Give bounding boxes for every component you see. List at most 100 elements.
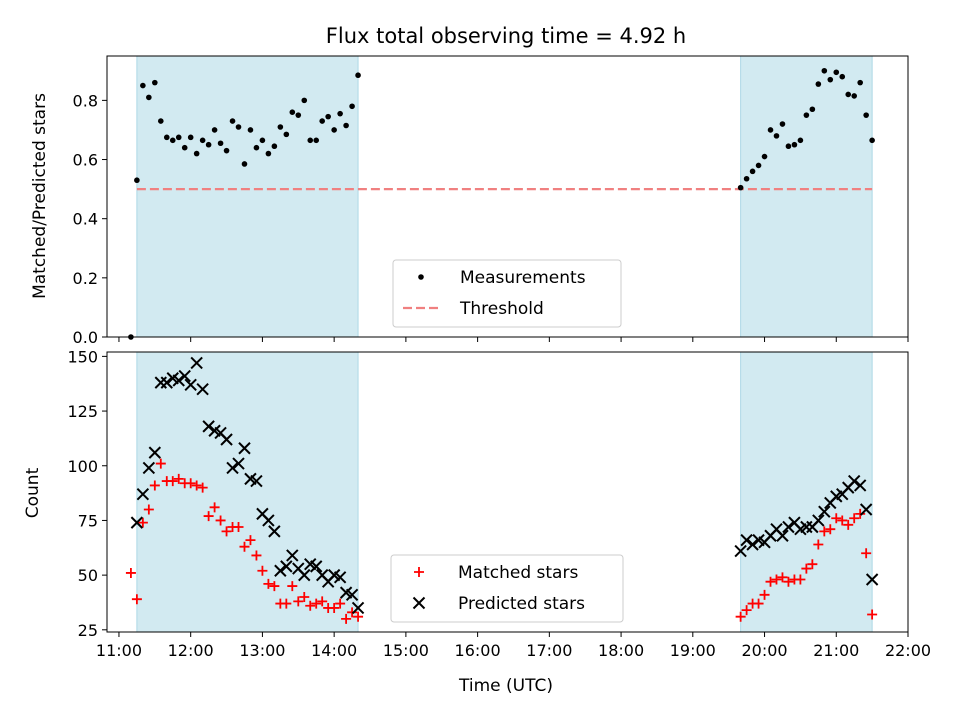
axes-frame [106, 351, 909, 633]
measurement-point [779, 121, 786, 127]
measurement-point [355, 72, 361, 79]
measurement-point [319, 118, 325, 124]
legend-marker-x [412, 596, 426, 610]
y-tick-label: 50 [78, 566, 98, 585]
measurement-point [205, 141, 212, 148]
matched-stars-point [753, 598, 764, 609]
measurement-point [791, 141, 798, 148]
matched-stars-point [173, 473, 184, 484]
predicted-stars-point [184, 378, 197, 392]
matched-stars-point [281, 598, 292, 609]
y-tick-label: 100 [67, 457, 98, 476]
observing-window-1 [740, 55, 873, 338]
measurement-point [821, 67, 828, 74]
matched-stars-point [197, 482, 208, 493]
measurement-point [343, 122, 349, 129]
predicted-stars-point [196, 382, 209, 396]
measurement-point [743, 175, 750, 182]
matched-stars-point [125, 567, 136, 578]
matched-stars-point [825, 524, 836, 535]
top-y-axis-label: Matched/Predicted stars [30, 93, 50, 299]
predicted-stars-point [274, 564, 287, 577]
measurement-point [163, 134, 170, 141]
measurement-point [869, 137, 875, 144]
matched-stars-point [221, 526, 232, 537]
matched-stars-point [777, 572, 788, 583]
predicted-stars-point [232, 457, 245, 470]
predicted-stars-point [250, 474, 263, 488]
measurement-point [839, 73, 846, 80]
predicted-stars-point [262, 514, 275, 527]
bottom-panel: 25 50 75 100 125 150 11:00 12:00 13:00 14:00 15:00… [67, 347, 931, 660]
matched-stars-point [341, 613, 352, 624]
legend: Measurements Threshold [392, 259, 622, 328]
matched-stars-point [765, 576, 776, 587]
measurement-point [337, 110, 343, 117]
measurement-point [863, 112, 869, 118]
predicted-stars-point [333, 571, 347, 584]
matched-stars-point [311, 598, 322, 609]
legend-marker-dot [418, 274, 424, 280]
y-tick-label: 75 [78, 511, 98, 530]
predicted-stars-point [818, 505, 831, 518]
matched-stars-point [215, 515, 226, 526]
measurement-point [295, 112, 302, 118]
matched-stars-point [131, 594, 142, 605]
measurement-point [217, 140, 224, 147]
measurement-point [301, 97, 308, 104]
measurement-point [773, 133, 780, 139]
measurement-point [313, 137, 320, 144]
series-matched-stars [125, 458, 878, 624]
predicted-stars-point [268, 525, 281, 538]
matched-stars-point [771, 574, 782, 585]
measurement-point [785, 143, 792, 150]
matched-stars-point [759, 589, 770, 600]
predicted-stars-point [160, 376, 173, 389]
matched-stars-point [233, 522, 244, 532]
y-tick-label: 125 [67, 402, 98, 421]
x-tick-label: 13:00 [239, 641, 285, 660]
predicted-stars-point [220, 433, 233, 446]
matched-stars-point [149, 480, 160, 491]
figure-title: Flux total observing time = 4.92 h [326, 24, 686, 48]
predicted-stars-point [776, 529, 789, 542]
measurement-point [815, 81, 822, 87]
y-tick-label: 0.2 [73, 269, 98, 288]
observing-window-0 [136, 55, 359, 338]
measurement-point [152, 79, 158, 86]
matched-stars-point [317, 596, 328, 607]
legend-label: Threshold [459, 299, 544, 319]
matched-stars-point [849, 513, 860, 524]
predicted-stars-point [345, 588, 359, 602]
measurement-point [277, 124, 284, 130]
measurement-point [223, 147, 230, 154]
measurement-point [857, 79, 863, 86]
measurement-point [325, 113, 331, 120]
matched-stars-point [137, 517, 148, 528]
y-tick-label: 150 [67, 347, 98, 366]
measurement-point [349, 103, 355, 110]
matched-stars-point [293, 596, 304, 607]
predicted-stars-point [202, 420, 215, 433]
predicted-stars-point [853, 479, 867, 492]
x-tick-label: 20:00 [741, 641, 787, 660]
predicted-stars-point [310, 560, 323, 573]
matched-stars-point [795, 574, 806, 585]
observing-window-1 [740, 351, 873, 633]
x-tick-label: 21:00 [813, 641, 859, 660]
legend-marker-plus [414, 567, 424, 577]
x-tick-label: 18:00 [598, 641, 644, 660]
measurement-point [134, 177, 140, 184]
observing-window-0 [136, 351, 359, 633]
measurement-point [229, 118, 236, 124]
measurement-point [241, 161, 248, 167]
predicted-stars-point [782, 520, 795, 534]
matched-stars-point [837, 515, 848, 526]
measurement-point [827, 76, 834, 83]
predicted-stars-point [746, 538, 759, 551]
predicted-stars-point [142, 461, 156, 475]
matched-stars-point [251, 550, 262, 561]
series-predicted-stars [130, 356, 879, 615]
x-tick-label: 19:00 [670, 641, 716, 660]
